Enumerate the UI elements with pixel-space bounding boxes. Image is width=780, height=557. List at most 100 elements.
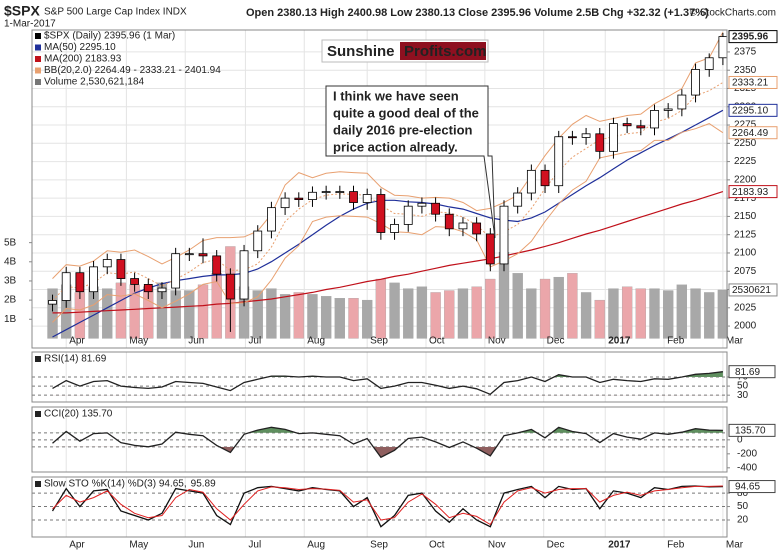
indicator-line (52, 426, 723, 459)
quote: Open 2380.13 High 2400.98 Low 2380.13 Cl… (246, 7, 709, 19)
bb-lower (52, 123, 724, 323)
panel-frame (31, 406, 728, 473)
candle-body (691, 69, 700, 96)
y-tick-label: 2225 (734, 156, 757, 167)
x-tick-label: Mar (726, 336, 744, 347)
volume-bar (690, 288, 701, 339)
bb-upper (52, 31, 724, 279)
y-tick-label: 2075 (734, 266, 757, 277)
volume-bar (47, 288, 58, 339)
candle-body (335, 191, 345, 193)
candle-body (267, 207, 276, 232)
candle-body (444, 213, 454, 230)
volume-bar (526, 288, 537, 339)
y-tick-label: 2275 (734, 120, 757, 131)
ma-line (52, 109, 724, 338)
volume-bar (416, 286, 428, 339)
legend-label: $SPX (Daily) 2395.96 (1 Mar) (44, 31, 175, 42)
volume-bar (184, 290, 195, 339)
y-tick-label: -400 (737, 462, 757, 473)
x-axis-label: 2017 (608, 540, 631, 551)
volume-bar (580, 292, 592, 339)
x-axis-label: Jun (188, 540, 204, 551)
price-marker-label: 2395.96 (732, 32, 769, 43)
y-tick-label: -200 (737, 448, 757, 459)
panel-frame (31, 29, 728, 349)
candle-body (526, 169, 536, 194)
volume-bar (512, 273, 523, 339)
title-swatch (35, 481, 41, 487)
candle-body (225, 273, 235, 300)
candle-body (513, 192, 523, 207)
volume-bar (293, 292, 304, 339)
price-marker-box (728, 126, 778, 140)
candle-body (294, 197, 304, 200)
volume-bar (279, 294, 291, 339)
x-axis-label: Dec (547, 540, 565, 551)
volume-bar (389, 282, 400, 339)
last-value-label: 135.70 (735, 426, 766, 437)
title-swatch (35, 411, 41, 417)
volume-bar (102, 288, 113, 339)
volume-bar (170, 290, 181, 339)
annotation-line: quite a good deal of the (333, 105, 479, 120)
price-marker-label: 2333.21 (732, 78, 769, 89)
indicator-title: Slow STO %K(14) %D(3) 94.65, (44, 479, 187, 490)
volume-bar (430, 292, 441, 339)
price-marker-box (728, 185, 778, 199)
volume-bar (320, 296, 332, 339)
legend-label: MA(50) 2295.10 (44, 42, 116, 53)
x-tick-label: Jul (248, 336, 261, 347)
x-axis-label: Mar (726, 540, 744, 551)
volume-bar (375, 278, 387, 339)
bb-middle (52, 82, 724, 301)
candle-body (458, 222, 468, 230)
annotation-line: daily 2016 pre-election (333, 122, 473, 137)
x-axis-label: Oct (429, 540, 445, 551)
indicator-line (51, 485, 723, 528)
candle-body (581, 133, 591, 138)
volume-bar (266, 288, 277, 339)
volume-bar (649, 288, 660, 339)
y-tick-label: 30 (737, 390, 749, 401)
candle-body (280, 197, 290, 209)
volume-bar (444, 290, 455, 339)
candle-body (212, 255, 222, 275)
candle-body (239, 250, 249, 300)
candle-body (472, 222, 482, 235)
candle-body (171, 253, 181, 289)
y-tick-label: 2375 (734, 47, 757, 58)
panel-frame (31, 351, 728, 403)
candle-body (184, 253, 194, 256)
candle-body (157, 287, 167, 293)
volume-bar (334, 298, 345, 339)
last-value-label: 81.69 (735, 367, 760, 378)
legend-label: MA(200) 2183.93 (44, 54, 122, 65)
x-axis-label: Nov (488, 540, 506, 551)
credit: © StockCharts.com (690, 8, 776, 19)
candle-body (595, 133, 605, 152)
candle-body (253, 230, 263, 252)
y-tick-label: 2150 (734, 211, 757, 222)
candle-body (403, 205, 413, 225)
y-tick-label: 2250 (734, 138, 757, 149)
x-axis-label: Jul (248, 540, 261, 551)
price-marker-label: 2264.49 (732, 128, 769, 139)
indicator-title: RSI(14) 81.69 (44, 354, 107, 365)
volume-bar (539, 278, 551, 339)
candle-body (636, 125, 646, 129)
indicator-line (52, 485, 723, 526)
volume-bar (717, 289, 729, 339)
candle-body (102, 259, 112, 268)
volume-bar (307, 294, 318, 339)
volume-bar (485, 278, 496, 339)
volume-bar (457, 288, 469, 339)
logo-right-box (400, 42, 486, 60)
last-value-label: 94.65 (735, 482, 760, 493)
volume-tick-label: 5B (4, 237, 17, 248)
x-tick-label: Apr (69, 336, 85, 347)
candle-body (554, 136, 564, 187)
y-tick-label: 2200 (734, 175, 757, 186)
x-tick-label: May (129, 336, 148, 347)
